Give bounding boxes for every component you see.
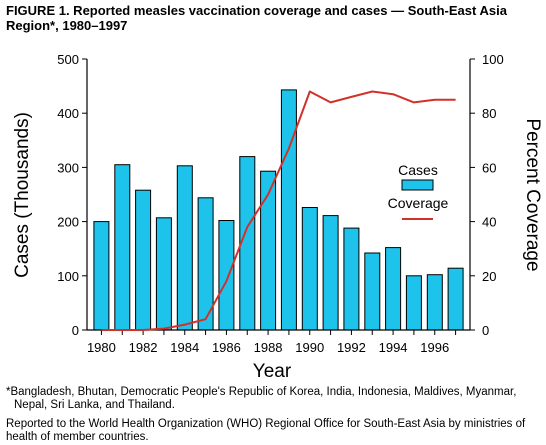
bar-1996 xyxy=(426,274,443,331)
axes: 0 100 200 300 400 500 0 20 40 60 80 100 1980 1982 1984… xyxy=(57,52,503,355)
x-tick-label: 1988 xyxy=(254,340,283,355)
bar-1986 xyxy=(218,220,235,331)
y-tick-label: 500 xyxy=(57,52,79,67)
axis-labels: Cases (Thousands) Percent Coverage Year xyxy=(12,112,543,382)
bar-series xyxy=(93,89,464,331)
legend: Cases Coverage xyxy=(388,162,449,220)
bar-1982 xyxy=(135,189,152,331)
bar-1983 xyxy=(155,217,172,331)
bar-1984 xyxy=(176,165,193,331)
x-tick-label: 1984 xyxy=(170,340,199,355)
bar-1993 xyxy=(364,252,381,331)
x-tick-label: 1990 xyxy=(295,340,324,355)
y-tick-label: 0 xyxy=(72,323,79,338)
bar-1992 xyxy=(343,227,360,331)
x-axis-label: Year xyxy=(253,361,292,382)
y-axis-label: Cases (Thousands) xyxy=(12,112,33,278)
bar-1980 xyxy=(93,221,110,331)
line-series xyxy=(101,90,456,331)
legend-label-cases: Cases xyxy=(398,162,438,178)
bar-1997 xyxy=(447,267,464,331)
x-tick-label: 1994 xyxy=(379,340,408,355)
x-tick-label: 1982 xyxy=(129,340,158,355)
bar-1989 xyxy=(280,89,297,331)
bar-1994 xyxy=(385,247,402,331)
bar-1981 xyxy=(114,164,131,331)
y2-tick-label: 40 xyxy=(482,215,496,230)
bar-1990 xyxy=(301,207,318,331)
footnote-source: Reported to the World Health Organizatio… xyxy=(6,418,526,443)
legend-label-coverage: Coverage xyxy=(388,195,449,211)
x-tick-label: 1980 xyxy=(87,340,116,355)
footnote-countries: *Bangladesh, Bhutan, Democratic People's… xyxy=(6,386,517,411)
y2-tick-label: 20 xyxy=(482,269,496,284)
y2-tick-label: 100 xyxy=(482,52,504,67)
x-tick-label: 1992 xyxy=(337,340,366,355)
y2-axis-label: Percent Coverage xyxy=(522,118,543,271)
bar-1995 xyxy=(405,275,422,331)
y-tick-label: 300 xyxy=(57,160,79,175)
y-tick-label: 200 xyxy=(57,215,79,230)
y2-tick-label: 0 xyxy=(482,323,489,338)
figure-title: FIGURE 1. Reported measles vaccination c… xyxy=(6,3,507,33)
y2-tick-label: 60 xyxy=(482,160,496,175)
y-tick-label: 100 xyxy=(57,269,79,284)
y2-tick-label: 80 xyxy=(482,106,496,121)
bar-1991 xyxy=(322,215,339,331)
legend-swatch-cases xyxy=(401,179,434,191)
x-tick-label: 1996 xyxy=(420,340,449,355)
coverage-line xyxy=(101,90,456,331)
y-tick-label: 400 xyxy=(57,106,79,121)
x-tick-label: 1986 xyxy=(212,340,241,355)
